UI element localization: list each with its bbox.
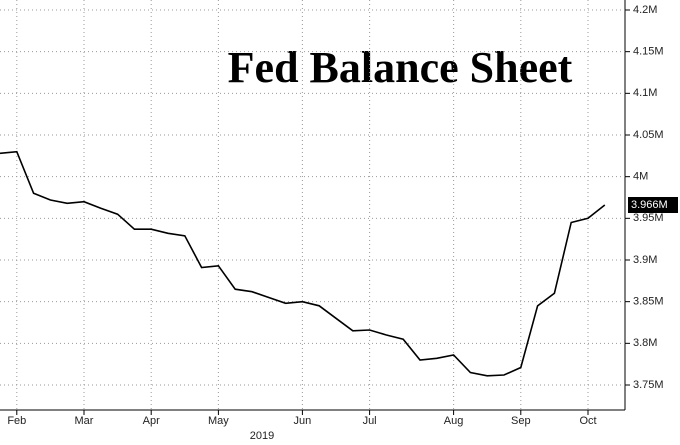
y-tick-label: 3.9M (633, 254, 657, 266)
x-tick-label: Oct (579, 415, 596, 427)
y-tick-label: 3.85M (633, 296, 664, 308)
y-tick-label: 4.2M (633, 4, 657, 16)
x-tick-label: Mar (75, 415, 94, 427)
x-tick-label: Aug (444, 415, 464, 427)
x-axis-label: 2019 (250, 430, 274, 442)
y-tick-label: 4M (633, 171, 648, 183)
value-label-box (628, 197, 678, 213)
y-tick-label: 4.15M (633, 46, 664, 58)
line (0, 150, 606, 377)
x-tick-label: May (208, 415, 229, 427)
x-tick-label: Apr (143, 415, 160, 427)
x-tick-label: Sep (511, 415, 531, 427)
value-label: 3.966M (631, 199, 668, 211)
x-tick-label: Feb (7, 415, 26, 427)
x-tick-label: Jul (363, 415, 377, 427)
y-tick-label: 3.95M (633, 212, 664, 224)
y-tick-label: 3.75M (633, 379, 664, 391)
y-tick-label: 3.8M (633, 337, 657, 349)
x-tick-label: Jun (294, 415, 312, 427)
y-tick-label: 4.1M (633, 87, 657, 99)
y-tick-label: 4.05M (633, 129, 664, 141)
